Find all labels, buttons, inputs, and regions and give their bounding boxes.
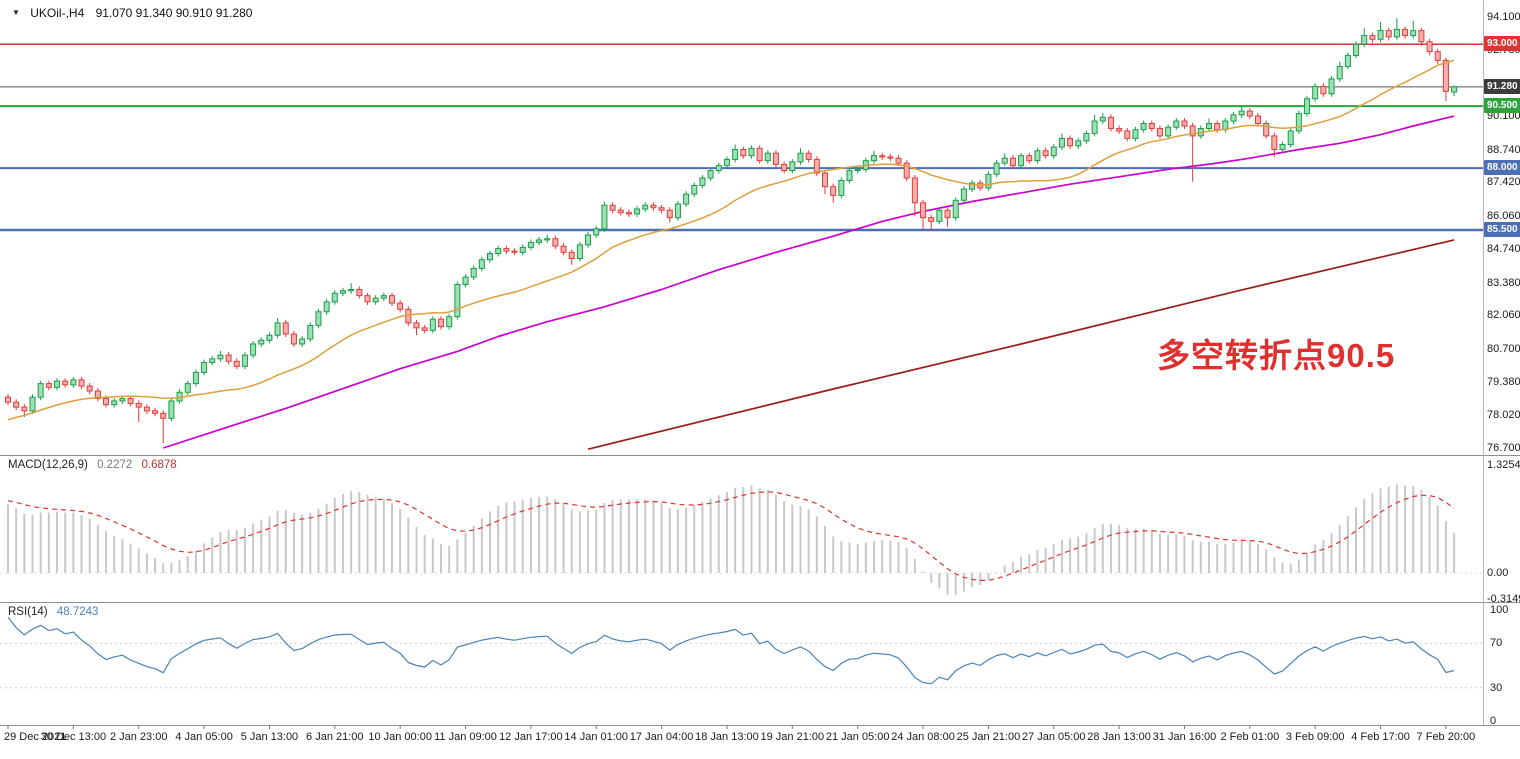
trading-chart-window: ▼ UKOil-,H4 91.070 91.340 90.910 91.280 … [0,0,1520,759]
chart-canvas[interactable] [0,0,1520,759]
